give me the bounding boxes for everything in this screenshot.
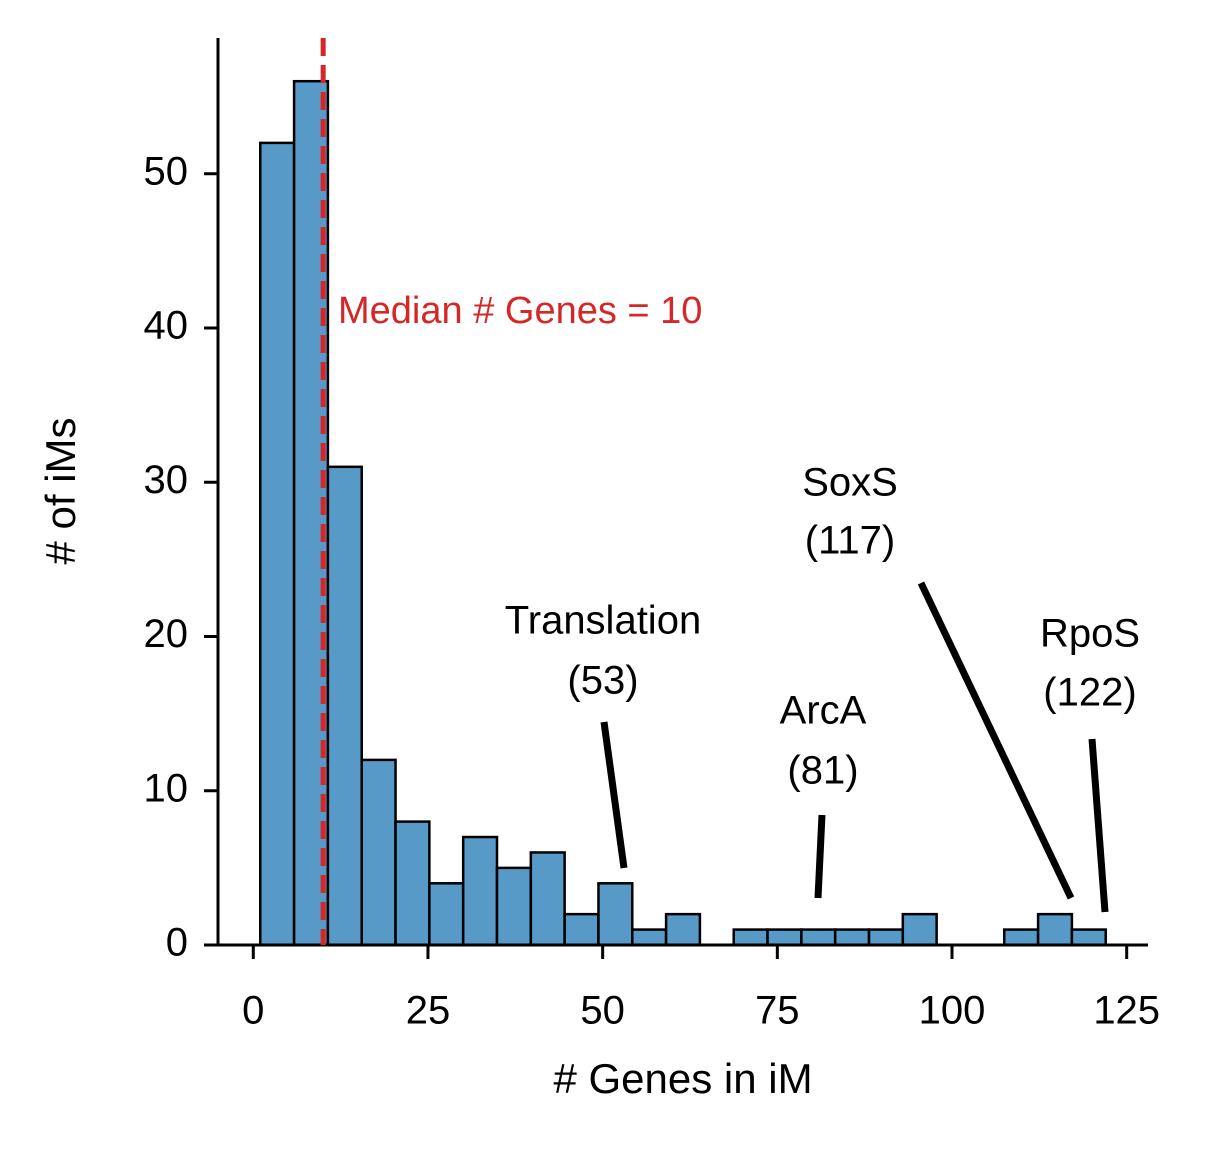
- bar: [1003, 928, 1040, 947]
- annotation-pointer: [814, 814, 826, 899]
- annotation-pointer: [917, 581, 1075, 900]
- x-tick-label: 75: [755, 989, 800, 1033]
- bar: [867, 928, 905, 947]
- bar: [563, 912, 600, 947]
- bar: [732, 928, 769, 947]
- y-tick-label: 30: [144, 458, 189, 502]
- x-tick-label: 25: [406, 989, 451, 1033]
- x-tick-label: 125: [1093, 989, 1160, 1033]
- annotation-text: (122): [1043, 671, 1136, 715]
- bar: [428, 882, 465, 947]
- bar: [1036, 912, 1074, 947]
- y-axis-label: # of iMs: [37, 417, 84, 564]
- annotation-text: (117): [805, 519, 895, 563]
- bar: [631, 928, 668, 947]
- bar: [259, 141, 296, 947]
- annotation-text: Translation: [505, 599, 701, 643]
- x-tick-label: 100: [919, 989, 986, 1033]
- y-tick-label: 10: [144, 766, 189, 810]
- bar: [326, 465, 363, 947]
- median-label: Median # Genes = 10: [338, 290, 702, 332]
- bar: [800, 928, 837, 947]
- annotation-pointer: [600, 721, 628, 869]
- bar: [394, 820, 431, 947]
- x-tick-label: 50: [580, 989, 625, 1033]
- bar: [901, 912, 938, 947]
- bar: [1070, 928, 1107, 947]
- bar: [833, 928, 871, 947]
- annotation-text: ArcA: [780, 689, 867, 733]
- annotation-text: (53): [567, 659, 638, 703]
- bar: [664, 912, 702, 947]
- bar: [529, 851, 566, 947]
- bar: [495, 866, 533, 947]
- y-tick-label: 20: [144, 612, 189, 656]
- annotation-text: (81): [787, 749, 858, 793]
- x-axis-label: # Genes in iM: [553, 1055, 812, 1102]
- y-tick-label: 40: [144, 304, 189, 348]
- y-tick-label: 0: [166, 921, 188, 965]
- y-tick-label: 50: [144, 149, 189, 193]
- annotation-text: RpoS: [1040, 612, 1140, 656]
- x-tick-label: 0: [242, 989, 264, 1033]
- bar: [360, 758, 397, 947]
- bar: [766, 928, 803, 947]
- annotation-pointer: [1088, 738, 1109, 913]
- annotation-text: SoxS: [802, 461, 898, 505]
- bar: [461, 835, 499, 947]
- bar: [597, 882, 634, 947]
